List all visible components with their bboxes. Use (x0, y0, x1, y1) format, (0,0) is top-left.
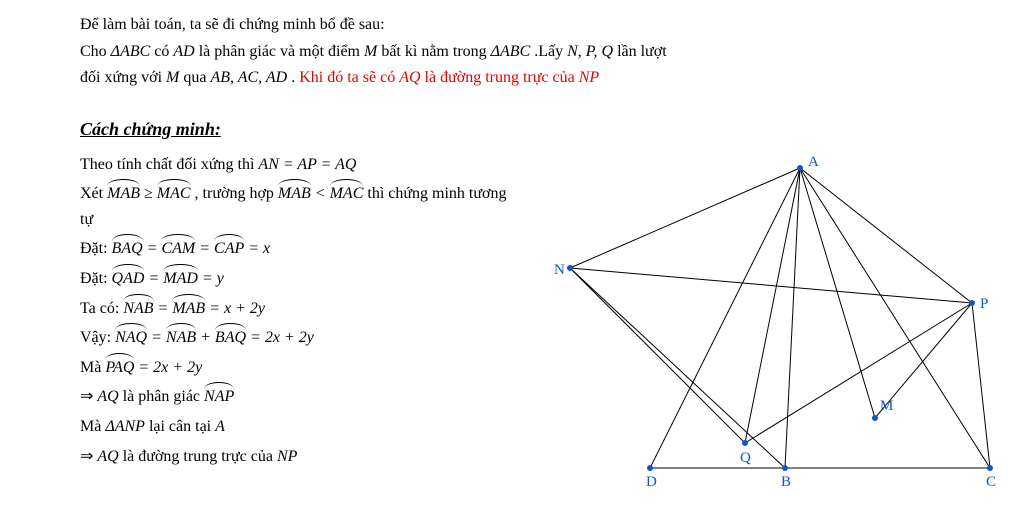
angle: MAB (107, 181, 140, 207)
math: AD (173, 43, 194, 60)
highlight-text: là đường trung trực của (421, 69, 579, 86)
text: Cho (80, 43, 111, 60)
op: = (154, 300, 173, 317)
math: ΔANP (105, 418, 145, 435)
text: có (150, 43, 173, 60)
proof-line-7: Mà PAQ = 2x + 2y (80, 355, 520, 381)
angle: MAC (157, 181, 191, 207)
op: = (195, 240, 214, 257)
op: + (196, 329, 215, 346)
text: đối xứng với (80, 69, 166, 86)
math: AB, AC, AD (210, 69, 287, 86)
op: ≥ (140, 185, 157, 202)
angle: NAQ (115, 325, 147, 351)
svg-text:A: A (808, 154, 819, 170)
svg-text:D: D (646, 474, 657, 490)
proof-line-2: Xét MAB ≥ MAC , trường hợp MAB < MAC thì… (80, 181, 520, 232)
op: = (143, 240, 162, 257)
op: = (147, 329, 166, 346)
proof-line-10: ⇒ AQ là đường trung trực của NP (80, 444, 520, 470)
text: lại cân tại (145, 418, 215, 435)
svg-text:C: C (986, 474, 996, 490)
proof-line-4: Đặt: QAD = MAD = y (80, 266, 520, 292)
text: Để làm bài toán, ta sẽ đi chứng minh bổ … (80, 16, 385, 33)
diagram-column: A N P D Q B M C (520, 148, 1000, 507)
highlight-text: Khi đó ta sẽ có (299, 69, 399, 86)
angle: NAB (166, 325, 196, 351)
highlight-math: AQ (399, 69, 420, 86)
text: Đặt: (80, 270, 112, 287)
angle: PAQ (105, 355, 134, 381)
angle: MAD (163, 266, 198, 292)
arrow-icon: ⇒ (80, 388, 97, 405)
text: Ta có: (80, 300, 123, 317)
geometry-diagram: A N P D Q B M C (520, 148, 1000, 498)
text: bất kì nằm trong (377, 43, 490, 60)
text: lần lượt (613, 43, 667, 60)
math: A (215, 418, 225, 435)
intro-line-3: đối xứng với M qua AB, AC, AD . Khi đó t… (80, 65, 1000, 91)
math: = 2x + 2y (246, 329, 314, 346)
text: Xét (80, 185, 107, 202)
math: AQ (97, 388, 118, 405)
proof-line-3: Đặt: BAQ = CAM = CAP = x (80, 236, 520, 262)
math: = x + 2y (205, 300, 265, 317)
angle: MAB (172, 296, 205, 322)
text: là phân giác và một điểm (195, 43, 364, 60)
angle: QAD (112, 266, 145, 292)
angle: CAM (161, 236, 195, 262)
angle: NAP (204, 384, 234, 410)
text: Đặt: (80, 240, 112, 257)
angle: CAP (214, 236, 244, 262)
text: là phân giác (119, 388, 204, 405)
math: M (166, 69, 179, 86)
text: là đường trung trực của (119, 448, 277, 465)
angle: NAB (123, 296, 153, 322)
angle: BAQ (112, 236, 143, 262)
math: AN = AP = AQ (258, 156, 356, 173)
text: Theo tính chất đối xứng thì (80, 156, 258, 173)
proof-line-1: Theo tính chất đối xứng thì AN = AP = AQ (80, 152, 520, 178)
highlight-math: NP (579, 69, 599, 86)
arrow-icon: ⇒ (80, 448, 97, 465)
math: ΔABC (491, 43, 531, 60)
document-content: Để làm bài toán, ta sẽ đi chứng minh bổ … (80, 12, 1000, 506)
text: , trường hợp (191, 185, 278, 202)
svg-text:N: N (554, 262, 565, 278)
math: AQ (97, 448, 118, 465)
text: Mà (80, 418, 105, 435)
text: .Lấy (530, 43, 567, 60)
svg-text:M: M (880, 398, 893, 414)
svg-text:B: B (781, 474, 791, 490)
text: . (287, 69, 299, 86)
op: < (311, 185, 330, 202)
intro-line-1: Để làm bài toán, ta sẽ đi chứng minh bổ … (80, 12, 1000, 38)
math: = y (198, 270, 224, 287)
svg-text:P: P (980, 296, 988, 312)
proof-column: Theo tính chất đối xứng thì AN = AP = AQ… (80, 148, 520, 507)
math: = x (244, 240, 270, 257)
angle: MAB (278, 181, 311, 207)
math: N, P, Q (567, 43, 613, 60)
text: Vậy: (80, 329, 115, 346)
proof-line-9: Mà ΔANP lại cân tại A (80, 414, 520, 440)
angle: MAC (330, 181, 364, 207)
section-title: Cách chứng minh: (80, 115, 1000, 144)
svg-text:Q: Q (740, 450, 751, 466)
proof-line-5: Ta có: NAB = MAB = x + 2y (80, 296, 520, 322)
math: = 2x + 2y (134, 359, 202, 376)
text: Mà (80, 359, 105, 376)
op: = (144, 270, 163, 287)
proof-line-6: Vậy: NAQ = NAB + BAQ = 2x + 2y (80, 325, 520, 351)
text: qua (179, 69, 210, 86)
proof-line-8: ⇒ AQ là phân giác NAP (80, 384, 520, 410)
math: M (364, 43, 377, 60)
angle: BAQ (215, 325, 246, 351)
math: NP (277, 448, 297, 465)
two-column-layout: Theo tính chất đối xứng thì AN = AP = AQ… (80, 148, 1000, 507)
intro-line-2: Cho ΔABC có AD là phân giác và một điểm … (80, 39, 1000, 65)
math: ΔABC (111, 43, 151, 60)
